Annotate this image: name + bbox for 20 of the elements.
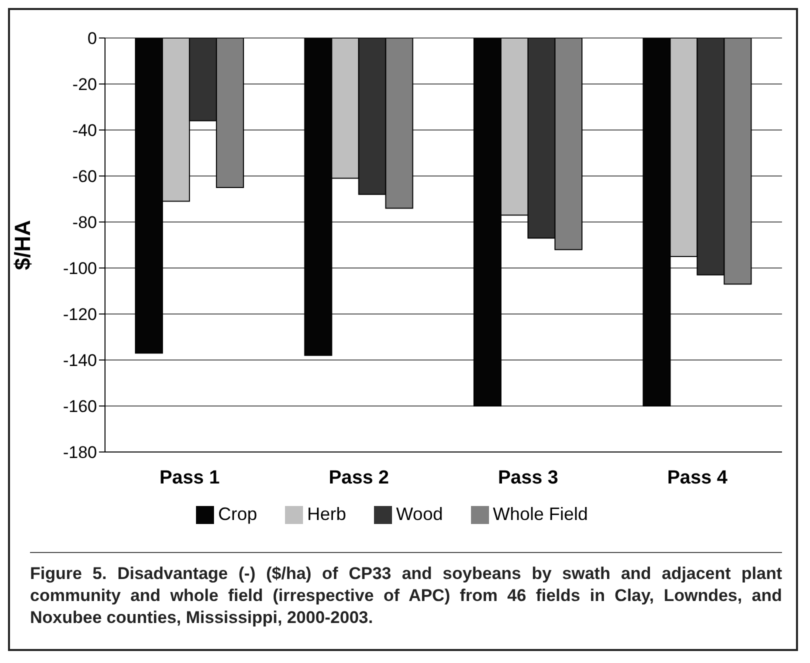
x-tick-label: Pass 3 <box>498 467 558 488</box>
x-tick-label: Pass 1 <box>160 467 220 488</box>
y-tick-label: -140 <box>62 351 97 370</box>
caption: Figure 5. Disadvantage (-) ($/ha) of CP33 and soybeans by swath and adjacent plant community and whole field (irrespective of APC) from 46 fields in Clay, Lowndes, and Noxubee counties, Mississippi, 2000-2003. <box>30 563 782 630</box>
y-tick-label: -100 <box>62 259 97 278</box>
x-tick-label: Pass 4 <box>667 467 728 488</box>
y-tick-label: -80 <box>72 213 97 232</box>
y-tick-label: -160 <box>62 397 97 416</box>
y-tick-label: -20 <box>72 75 97 94</box>
y-tick-label: -60 <box>72 167 97 186</box>
y-tick-label: -180 <box>62 443 97 462</box>
y-tick-label: -40 <box>72 121 97 140</box>
legend-label: Wood <box>396 504 443 524</box>
legend-label: Whole Field <box>492 504 588 524</box>
x-tick-label: Pass 2 <box>328 467 389 488</box>
y-axis-title: $/HA <box>10 220 35 270</box>
y-tick-label: 0 <box>88 29 97 48</box>
legend-label: Crop <box>218 504 258 524</box>
y-tick-label: -120 <box>62 305 97 324</box>
legend-label: Herb <box>307 504 346 524</box>
